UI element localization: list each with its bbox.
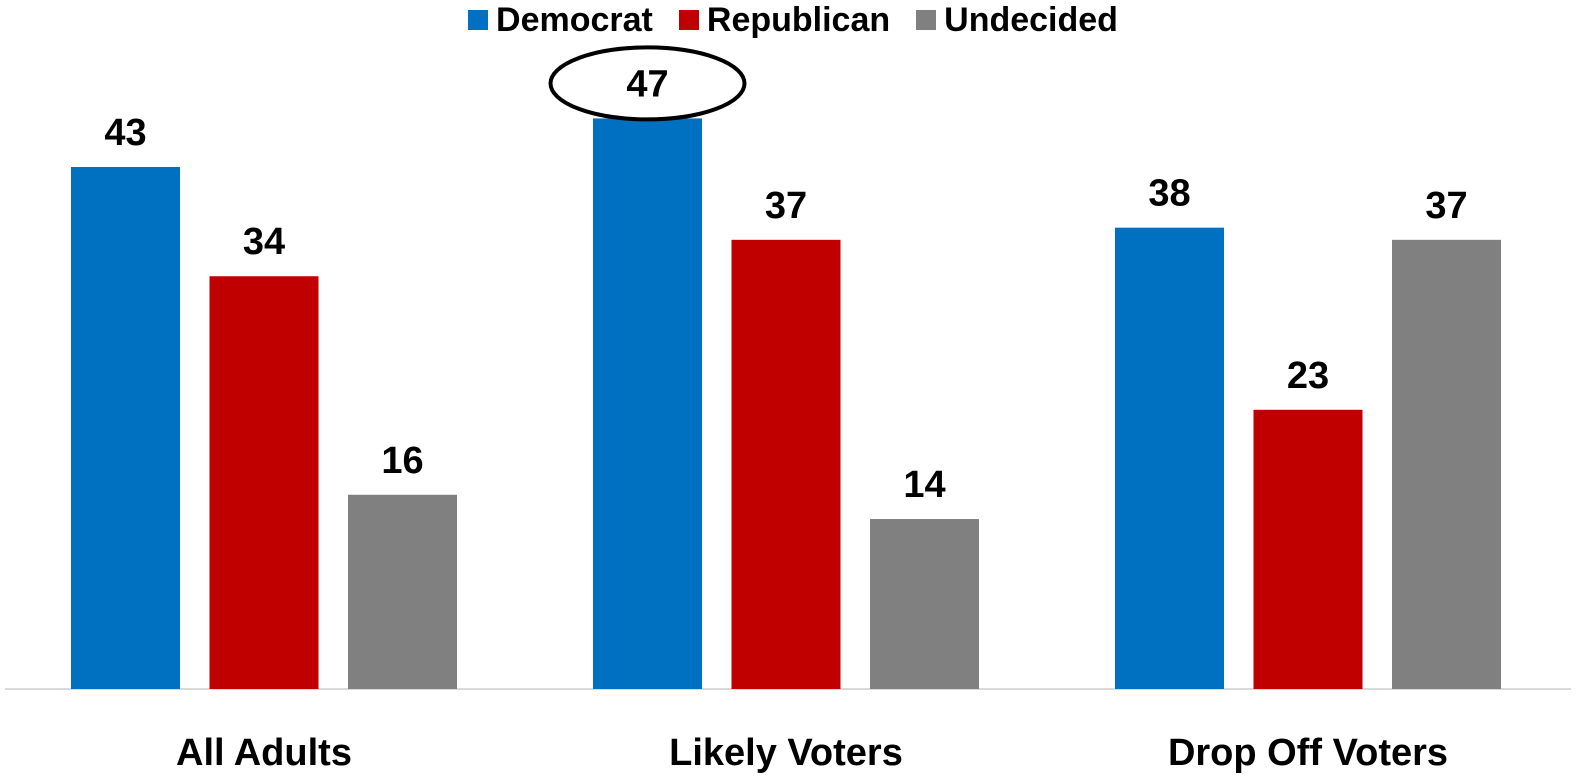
bar-undecided-all-adults <box>348 494 457 689</box>
data-label-undecided-drop-off-voters: 37 <box>1425 185 1467 227</box>
legend-item-republican: Republican <box>678 1 891 39</box>
bar-democrat-likely-voters <box>593 118 702 690</box>
data-label-undecided-all-adults: 16 <box>381 440 423 482</box>
legend-label-republican: Republican <box>706 1 891 39</box>
data-label-democrat-drop-off-voters: 38 <box>1148 173 1190 215</box>
bar-democrat-all-adults <box>71 166 180 690</box>
legend-label-democrat: Democrat <box>496 1 653 39</box>
category-label-likely-voters: Likely Voters <box>669 732 903 774</box>
bar-republican-all-adults <box>209 276 319 689</box>
legend-swatch-democrat <box>468 10 489 30</box>
highlight-ellipse <box>548 45 747 122</box>
data-label-republican-likely-voters: 37 <box>765 185 807 227</box>
legend-item-undecided: Undecided <box>916 3 1118 37</box>
bar-undecided-drop-off-voters <box>1392 239 1501 689</box>
legend-label-undecided: Undecided <box>944 1 1118 39</box>
bar-republican-drop-off-voters <box>1253 409 1363 689</box>
data-label-democrat-all-adults: 43 <box>104 112 146 154</box>
bar-democrat-drop-off-voters <box>1115 227 1224 689</box>
legend-item-democrat: Democrat <box>468 3 653 37</box>
bar-republican-likely-voters <box>731 239 841 689</box>
category-label-all-adults: All Adults <box>176 732 352 774</box>
legend-swatch-republican <box>678 10 699 30</box>
bar-undecided-likely-voters <box>870 519 979 689</box>
legend-swatch-undecided <box>916 10 937 30</box>
data-label-democrat-likely-voters: 47 <box>626 63 668 105</box>
data-label-republican-all-adults: 34 <box>243 221 285 263</box>
data-label-republican-drop-off-voters: 23 <box>1287 355 1329 397</box>
legend: Democrat Republican Undecided <box>0 0 1576 40</box>
category-label-drop-off-voters: Drop Off Voters <box>1168 732 1448 774</box>
data-label-undecided-likely-voters: 14 <box>903 464 945 506</box>
